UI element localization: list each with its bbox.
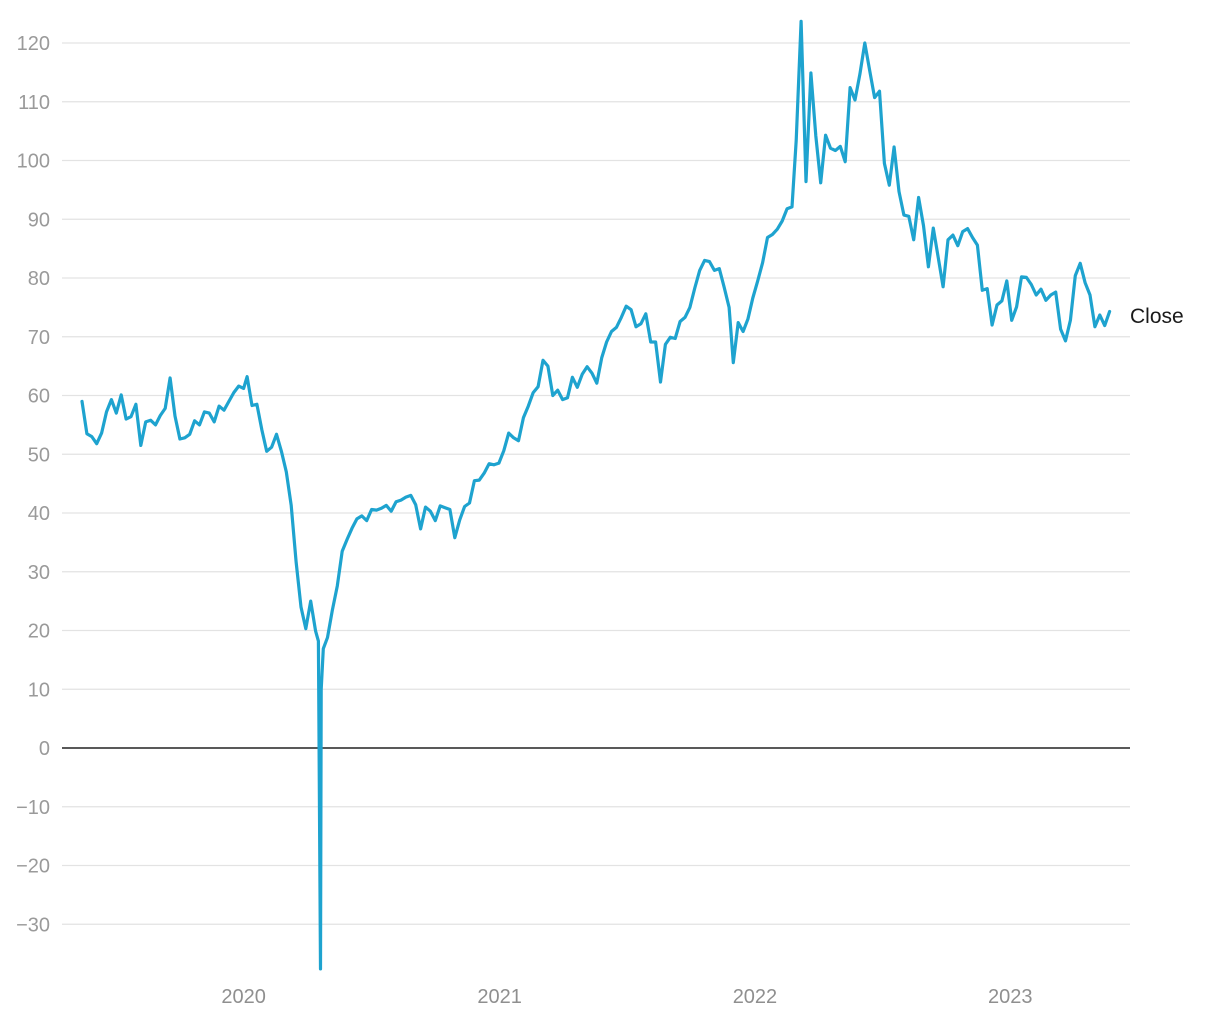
series bbox=[80, 19, 1112, 971]
y-tick-label: 80 bbox=[28, 268, 50, 290]
y-tick-label: 10 bbox=[28, 679, 50, 701]
x-axis: 2020 2021 2022 2023 bbox=[221, 986, 1032, 1008]
x-tick-label: 2020 bbox=[221, 986, 266, 1008]
y-tick-label: −10 bbox=[16, 797, 50, 819]
y-tick-label: 30 bbox=[28, 562, 50, 584]
x-tick-label: 2022 bbox=[733, 986, 778, 1008]
y-tick-label: 0 bbox=[39, 738, 50, 760]
grid bbox=[62, 42, 1130, 925]
y-tick-label: −20 bbox=[16, 856, 50, 878]
x-tick-label: 2023 bbox=[988, 986, 1033, 1008]
y-tick-label: 90 bbox=[28, 209, 50, 231]
y-tick-label: 50 bbox=[28, 444, 50, 466]
series-labels: Close bbox=[1130, 305, 1184, 328]
y-tick-label: 60 bbox=[28, 386, 50, 408]
y-tick-label: −30 bbox=[16, 914, 50, 936]
y-tick-label: 70 bbox=[28, 327, 50, 349]
series-line-close bbox=[80, 19, 1112, 971]
y-tick-label: 110 bbox=[18, 92, 50, 114]
y-tick-label: 40 bbox=[28, 503, 50, 525]
y-tick-label: 100 bbox=[17, 151, 50, 173]
y-tick-label: 20 bbox=[28, 621, 50, 643]
y-axis: −30 −20 −10 0 10 20 30 40 50 60 70 80 90 100 110 120 bbox=[16, 33, 50, 936]
series-label-close: Close bbox=[1130, 305, 1184, 328]
x-tick-label: 2021 bbox=[477, 986, 522, 1008]
y-tick-label: 120 bbox=[17, 33, 50, 55]
